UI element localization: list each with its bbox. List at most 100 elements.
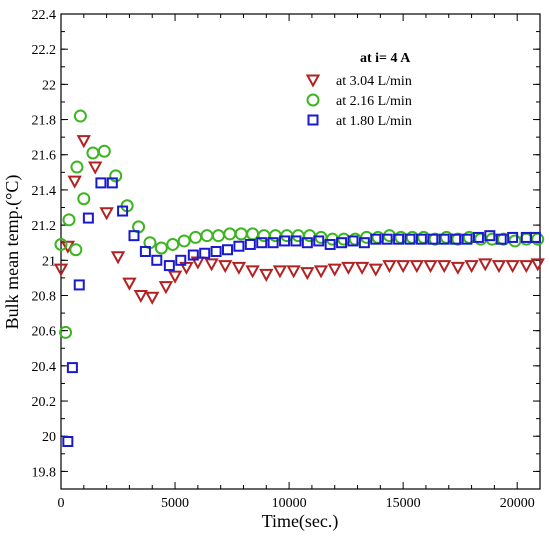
data-point (110, 251, 126, 265)
legend: at i= 4 A at 3.04 L/min at 2.16 L/min at 1… (305, 51, 412, 129)
data-point (341, 261, 356, 275)
data-point (313, 235, 325, 247)
data-point (106, 177, 118, 189)
data-point (158, 281, 174, 295)
data-point (234, 227, 248, 241)
data-point (529, 231, 541, 243)
data-point (327, 263, 342, 277)
data-point (382, 260, 397, 274)
legend-items: at 3.04 L/min at 2.16 L/min at 1.80 L/min (305, 74, 412, 129)
data-point (133, 289, 149, 304)
data-point (177, 234, 191, 248)
y-axis-title: Bulk mean temp.(°C) (2, 175, 23, 330)
data-point (199, 247, 211, 259)
data-point (300, 267, 315, 281)
data-point (128, 230, 140, 242)
data-point (324, 238, 336, 250)
data-point (99, 207, 114, 221)
data-point (70, 160, 84, 174)
x-tick-label: 5000 (161, 496, 189, 511)
y-tick-label: 21.2 (32, 219, 57, 234)
data-point (86, 146, 100, 160)
data-point (204, 258, 219, 272)
x-tick-label: 15000 (386, 496, 421, 511)
plot-frame (60, 13, 541, 490)
y-tick-label: 21.8 (32, 114, 57, 129)
data-point (233, 240, 245, 252)
data-point (491, 260, 507, 274)
data-point (122, 277, 137, 291)
x-tick-label: 10000 (272, 496, 307, 511)
data-point (231, 261, 247, 275)
data-point (77, 192, 91, 206)
x-axis-title: Time(sec.) (262, 511, 339, 532)
legend-label: at 2.16 L/min (336, 94, 412, 109)
data-point (336, 237, 348, 249)
x-tick-label: 20000 (500, 496, 535, 511)
data-point (62, 213, 76, 227)
data-point (279, 235, 291, 247)
series-circle (54, 109, 545, 339)
data-point (166, 237, 180, 251)
data-point (154, 241, 168, 255)
data-point (59, 325, 73, 339)
data-point (259, 268, 274, 282)
data-point (95, 177, 107, 189)
data-point (395, 260, 411, 274)
data-point (464, 260, 479, 274)
data-point (495, 233, 507, 245)
data-point (54, 237, 68, 251)
data-point (461, 233, 473, 245)
series-triangle-down (53, 135, 545, 305)
data-point (76, 135, 92, 149)
y-tick-label: 21 (42, 254, 56, 269)
data-point (530, 258, 545, 272)
data-point (423, 260, 438, 274)
data-point (358, 237, 370, 249)
legend-label: at 1.80 L/min (336, 114, 412, 129)
data-point (272, 265, 288, 279)
data-point (438, 233, 450, 245)
data-point (415, 233, 427, 245)
data-point (97, 144, 111, 158)
data-point (223, 227, 237, 241)
data-point (409, 260, 425, 274)
data-point (368, 263, 383, 277)
axis-ticks: 0 5000 10000 15000 20000 19.8 20 20.2 20.4 20.6 20… (32, 8, 540, 511)
data-point (393, 233, 405, 245)
data-point (187, 249, 199, 261)
data-point (82, 212, 94, 224)
data-point (222, 244, 234, 256)
data-point (62, 436, 74, 447)
legend-marker (306, 93, 320, 107)
data-point (507, 231, 519, 243)
data-point (472, 231, 484, 243)
data-point (200, 229, 214, 243)
data-point (117, 205, 129, 217)
y-tick-label: 22 (42, 78, 56, 93)
data-point (109, 169, 123, 183)
data-point (167, 270, 183, 284)
data-points (53, 109, 545, 447)
data-point (450, 233, 462, 245)
data-point (88, 161, 103, 175)
data-point (267, 237, 279, 249)
data-point (404, 233, 416, 245)
data-point (66, 362, 78, 374)
data-point (244, 238, 256, 250)
data-point (301, 237, 313, 249)
data-point (175, 254, 187, 266)
data-point (210, 246, 222, 257)
data-point (354, 261, 370, 275)
y-tick-label: 20 (42, 430, 56, 445)
data-point (151, 254, 163, 266)
data-point (519, 260, 534, 274)
data-point (179, 261, 194, 275)
legend-title: at i= 4 A (360, 51, 411, 66)
y-tick-label: 21.6 (32, 149, 57, 164)
data-point (163, 260, 175, 272)
y-tick-label: 20.4 (32, 360, 57, 375)
data-point (286, 265, 301, 279)
data-point (505, 260, 520, 274)
